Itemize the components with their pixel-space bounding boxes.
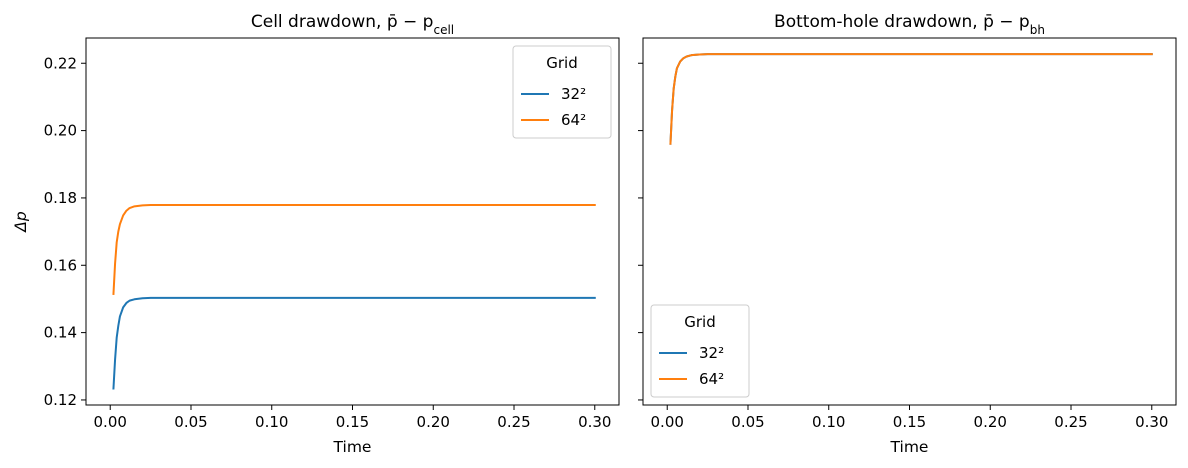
x-tick-label: 0.00 — [651, 413, 684, 431]
legend: Grid 32² 64² — [650, 304, 750, 398]
series-line-2 — [112, 204, 596, 295]
x-tick-label: 0.15 — [336, 413, 369, 431]
series-line-1 — [112, 296, 596, 390]
x-tick-label: 0.20 — [417, 413, 450, 431]
y-tick-label: 0.16 — [44, 256, 77, 274]
legend-title: Grid — [546, 54, 577, 72]
x-tick-label: 0.30 — [1135, 413, 1168, 431]
x-tick-label: 0.00 — [94, 413, 127, 431]
chart-panel-1: 0.00 0.05 0.10 0.15 0.20 0.25 0.30 0.12 0.14 0.16… — [12, 12, 620, 456]
x-tick-label: 0.10 — [255, 413, 288, 431]
x-axis-label: Time — [890, 438, 929, 456]
x-tick-label: 0.20 — [974, 413, 1007, 431]
x-tick-label: 0.25 — [497, 413, 530, 431]
legend-box — [512, 45, 612, 139]
chart-title: Bottom-hole drawdown, p̄ − pbh — [774, 12, 1045, 37]
x-axis-label: Time — [333, 438, 372, 456]
legend-label: 32² — [561, 85, 586, 103]
series-line-1 — [669, 53, 1153, 145]
chart-title: Cell drawdown, p̄ − pcell — [251, 12, 454, 37]
x-tick-label: 0.10 — [812, 413, 845, 431]
x-tick-label: 0.15 — [893, 413, 926, 431]
chart-panel-2: 0.00 0.05 0.10 0.15 0.20 0.25 0.30 Time Bottom-h… — [638, 12, 1177, 456]
y-tick-label: 0.12 — [44, 391, 77, 409]
legend-box — [650, 304, 750, 398]
legend-label: 64² — [699, 370, 724, 388]
legend: Grid 32² 64² — [512, 45, 612, 139]
legend-label: 32² — [699, 344, 724, 362]
y-tick-label: 0.18 — [44, 189, 77, 207]
series-line-2 — [669, 53, 1153, 145]
y-tick-label: 0.20 — [44, 122, 77, 140]
x-tick-label: 0.30 — [578, 413, 611, 431]
x-tick-label: 0.25 — [1054, 413, 1087, 431]
legend-title: Grid — [684, 313, 715, 331]
y-axis-label: Δp — [12, 211, 30, 233]
y-tick-label: 0.14 — [44, 324, 77, 342]
y-tick-label: 0.22 — [44, 54, 77, 72]
x-tick-label: 0.05 — [174, 413, 207, 431]
x-tick-label: 0.05 — [731, 413, 764, 431]
legend-label: 64² — [561, 111, 586, 129]
